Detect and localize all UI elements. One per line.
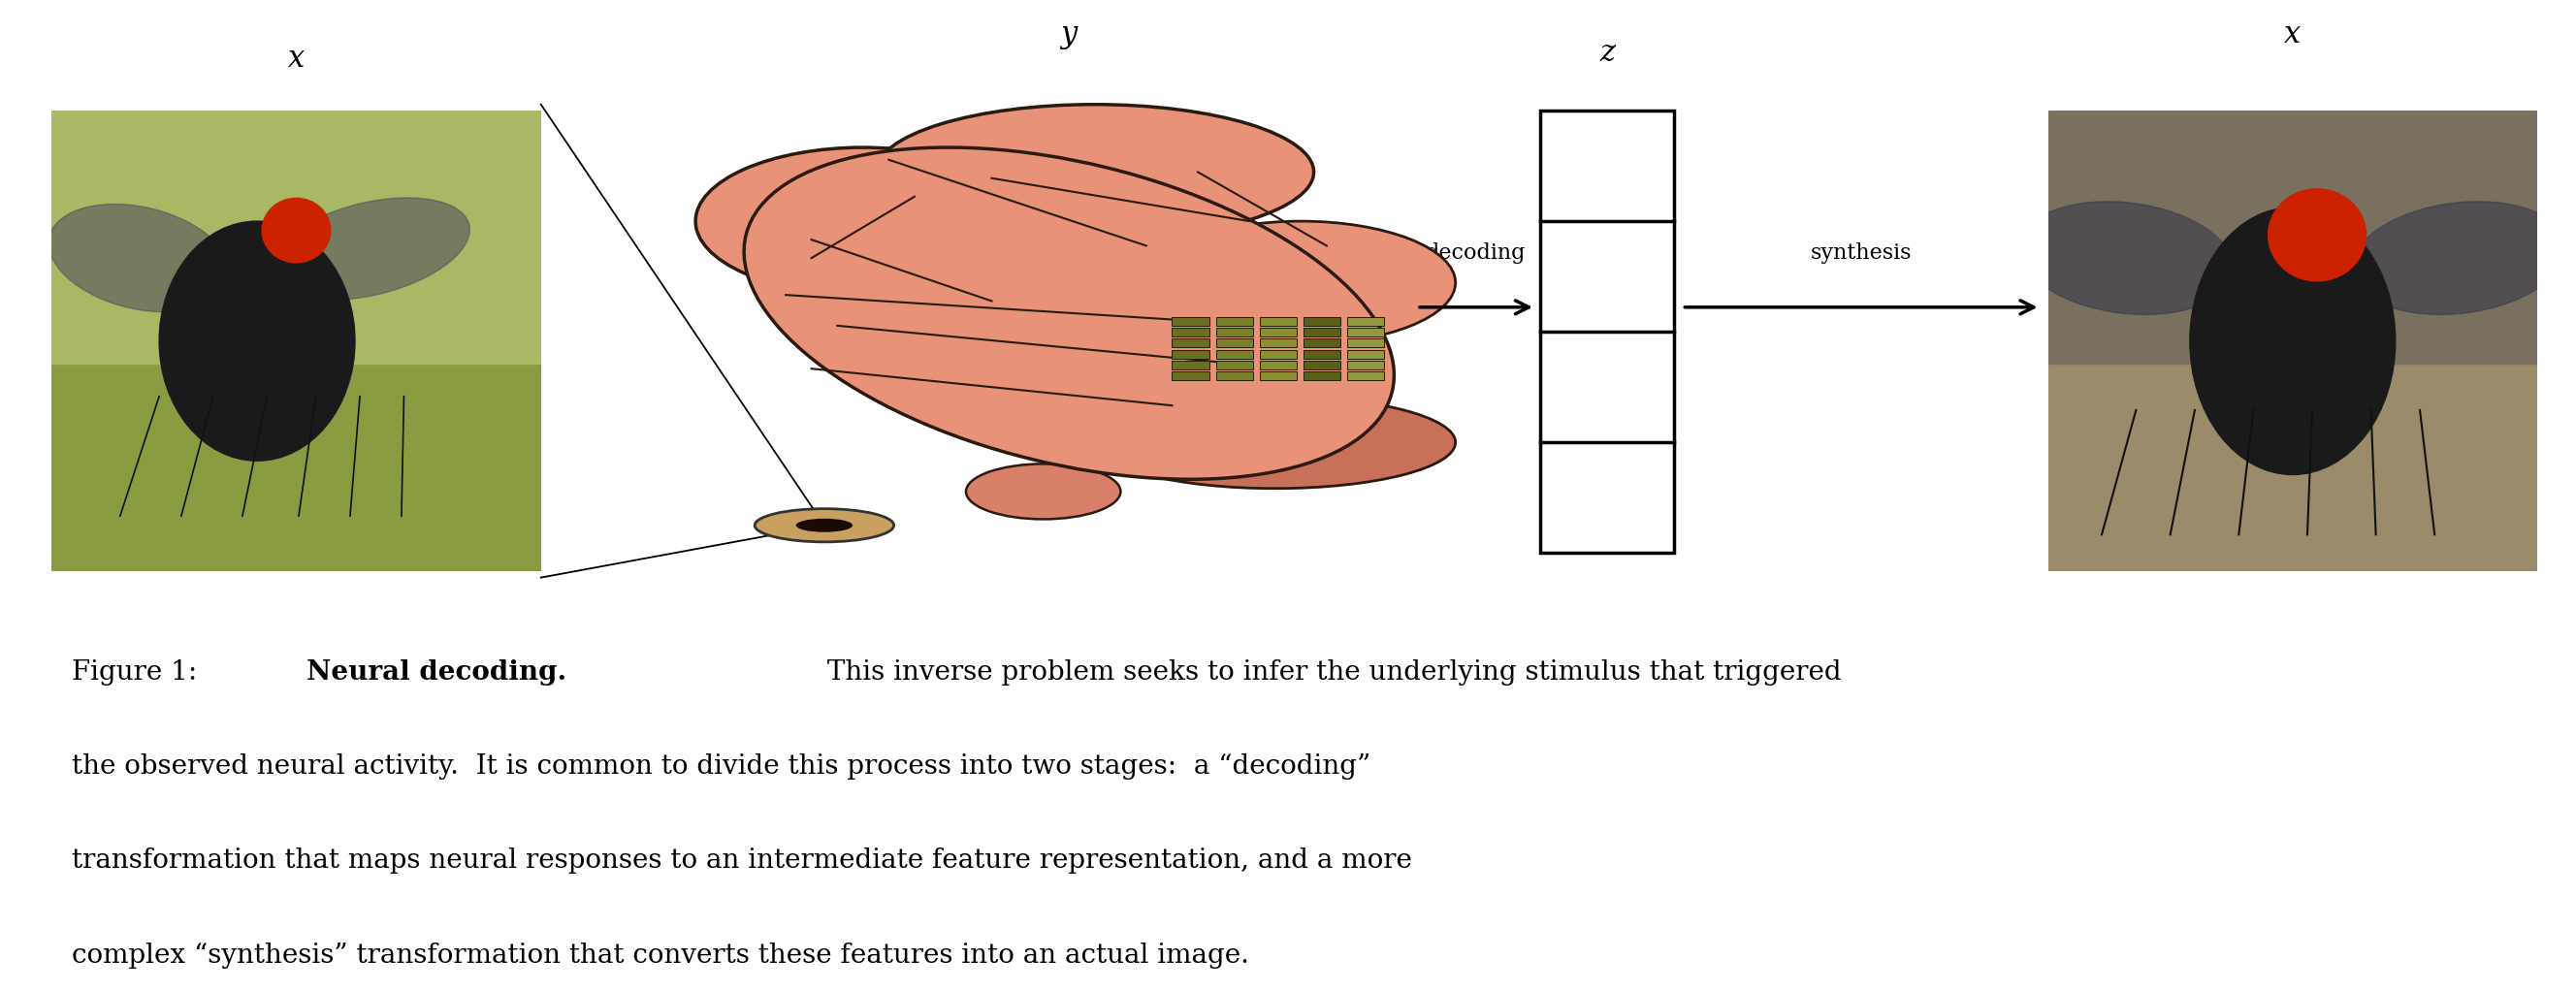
Bar xyxy=(1172,350,1208,359)
Circle shape xyxy=(755,508,894,542)
Ellipse shape xyxy=(270,198,469,300)
Bar xyxy=(52,111,541,364)
Text: decoding: decoding xyxy=(1427,243,1525,265)
Circle shape xyxy=(796,518,853,532)
Bar xyxy=(1216,328,1252,337)
Bar xyxy=(1303,339,1340,348)
Bar xyxy=(1216,317,1252,326)
Ellipse shape xyxy=(876,104,1314,240)
Text: Figure 1:: Figure 1: xyxy=(72,660,206,686)
Bar xyxy=(1216,350,1252,359)
Bar xyxy=(1347,339,1383,348)
Bar xyxy=(1347,317,1383,326)
Text: y: y xyxy=(1061,19,1077,50)
Bar xyxy=(1172,372,1208,381)
Ellipse shape xyxy=(160,221,355,461)
Bar xyxy=(1172,328,1208,337)
Ellipse shape xyxy=(49,204,229,312)
Text: x: x xyxy=(289,44,304,73)
Bar xyxy=(52,364,541,572)
Bar xyxy=(1260,317,1296,326)
Bar xyxy=(1347,372,1383,381)
Bar xyxy=(1172,317,1208,326)
Bar xyxy=(1347,350,1383,359)
Text: This inverse problem seeks to infer the underlying stimulus that triggered: This inverse problem seeks to infer the … xyxy=(819,660,1842,686)
Ellipse shape xyxy=(744,148,1394,480)
Bar xyxy=(1172,361,1208,370)
Text: the observed neural activity.  It is common to divide this process into two stag: the observed neural activity. It is comm… xyxy=(72,754,1370,780)
Text: complex “synthesis” transformation that converts these features into an actual i: complex “synthesis” transformation that … xyxy=(72,942,1249,968)
Text: Neural decoding.: Neural decoding. xyxy=(307,660,567,686)
Bar xyxy=(1216,339,1252,348)
Ellipse shape xyxy=(2190,207,2396,475)
Bar xyxy=(1260,361,1296,370)
Circle shape xyxy=(263,198,330,263)
Bar xyxy=(1347,328,1383,337)
Bar xyxy=(1303,361,1340,370)
Bar xyxy=(1303,372,1340,381)
Bar xyxy=(1303,350,1340,359)
Bar xyxy=(1303,328,1340,337)
Bar xyxy=(1172,339,1208,348)
Bar xyxy=(1216,372,1252,381)
Bar xyxy=(1347,361,1383,370)
Text: synthesis: synthesis xyxy=(1811,243,1911,265)
Text: z: z xyxy=(1600,38,1615,67)
Ellipse shape xyxy=(966,464,1121,519)
Bar xyxy=(2048,364,2537,572)
Bar xyxy=(1540,111,1674,553)
Circle shape xyxy=(2269,189,2367,281)
Bar xyxy=(1260,339,1296,348)
Ellipse shape xyxy=(696,148,1030,295)
Bar xyxy=(2048,111,2537,364)
Bar xyxy=(1260,350,1296,359)
Ellipse shape xyxy=(2352,201,2566,314)
Bar xyxy=(1303,317,1340,326)
Bar xyxy=(1216,361,1252,370)
Bar xyxy=(1260,328,1296,337)
Bar xyxy=(1260,372,1296,381)
Ellipse shape xyxy=(1146,221,1455,344)
Ellipse shape xyxy=(2020,201,2233,314)
Text: transformation that maps neural responses to an intermediate feature representat: transformation that maps neural response… xyxy=(72,848,1412,874)
Ellipse shape xyxy=(1095,396,1455,489)
Text: x: x xyxy=(2285,19,2300,50)
